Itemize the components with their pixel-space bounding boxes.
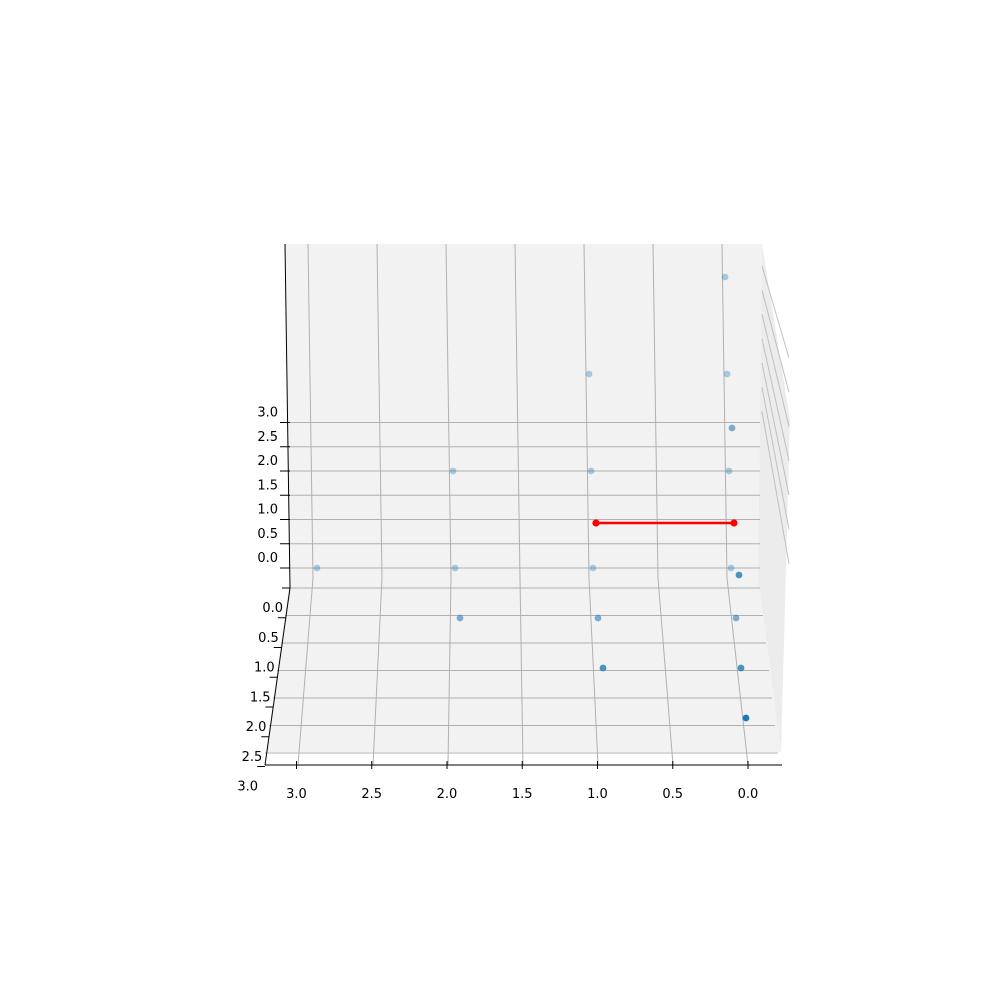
- y-tick-label: 0.5: [258, 631, 279, 646]
- grid-line-side: [761, 387, 790, 530]
- grid-line-x: [445, 243, 452, 766]
- grid-line-x: [583, 243, 599, 766]
- scatter-point: [737, 664, 745, 672]
- z-tick-label: 0.0: [257, 551, 278, 566]
- scatter-point: [585, 370, 593, 378]
- x-tick-label: 0.5: [662, 787, 683, 802]
- z-tick-label: 0.5: [257, 527, 278, 542]
- line-marker: [592, 519, 600, 527]
- tick-labels: 0.0 0.5 1.0 1.5 2.0 2.5 3.0 0.0 0.5 1.0 1.5 2.0 2.5 3…: [237, 406, 758, 803]
- back-pane: [285, 244, 762, 578]
- grid-line-side: [761, 290, 790, 393]
- line-marker: [730, 519, 738, 527]
- y-tick-label: 0.0: [262, 601, 283, 616]
- scatter-point: [727, 564, 735, 572]
- x-tick-label: 1.5: [512, 787, 533, 802]
- y-tick-label: 3.0: [237, 780, 258, 795]
- y-tick-label: 1.5: [250, 690, 271, 705]
- grid-line-x: [297, 243, 314, 766]
- grid-line-side: [761, 411, 790, 564]
- z-tick-label: 1.0: [257, 503, 278, 518]
- grid-lines: [265, 243, 790, 766]
- grid-line-side: [761, 314, 790, 427]
- scatter-point: [721, 273, 729, 281]
- grid-line-side: [761, 265, 790, 359]
- y-tick-label: 2.5: [242, 750, 263, 765]
- z-tick-label: 2.0: [257, 454, 278, 469]
- x-tick-label: 2.0: [437, 787, 458, 802]
- x-tick-label: 1.0: [587, 787, 608, 802]
- scatter-point: [456, 614, 464, 622]
- grid-line-x: [652, 243, 674, 766]
- data-series: [313, 273, 750, 722]
- scatter-point: [732, 614, 740, 622]
- scatter-point: [587, 467, 595, 475]
- scatter-point: [723, 370, 731, 378]
- scatter-point: [449, 467, 457, 475]
- y-tick-label: 2.0: [246, 720, 267, 735]
- y-tick-label: 1.0: [254, 661, 275, 676]
- z-tick-label: 2.5: [257, 430, 278, 445]
- grid-line-side: [761, 338, 790, 461]
- axes: [257, 243, 782, 769]
- x-tick-label: 2.5: [361, 787, 382, 802]
- z-tick-label: 3.0: [257, 406, 278, 421]
- scatter-point: [451, 564, 459, 572]
- scatter-point: [728, 424, 736, 432]
- z-axis-line: [284, 243, 291, 589]
- scatter-point: [589, 564, 597, 572]
- scatter-point: [735, 571, 743, 579]
- z-tick-label: 1.5: [257, 478, 278, 493]
- grid-line-x: [372, 243, 383, 766]
- scatter-point: [594, 614, 602, 622]
- floor-pane: [266, 578, 781, 752]
- scatter-point: [725, 467, 733, 475]
- x-tick-label: 0.0: [738, 787, 759, 802]
- scatter-point: [313, 564, 321, 572]
- scatter-point: [742, 714, 750, 722]
- grid-line-x: [721, 243, 749, 766]
- scatter-point: [599, 664, 607, 672]
- grid-line-side: [761, 362, 790, 496]
- side-pane: [758, 244, 790, 752]
- grid-line-x: [514, 243, 524, 766]
- x-tick-label: 3.0: [286, 787, 307, 802]
